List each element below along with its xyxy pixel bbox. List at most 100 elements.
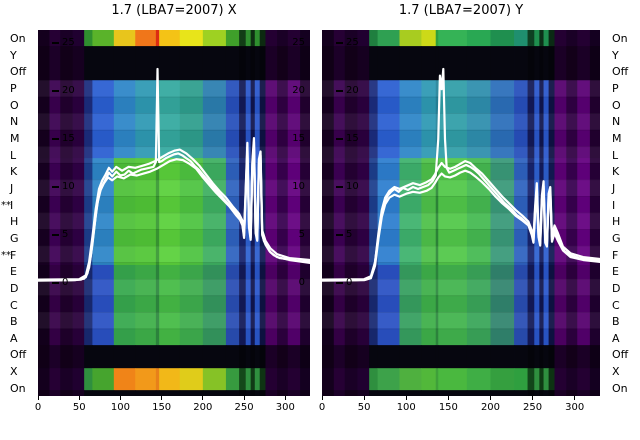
x-tick-mark bbox=[489, 396, 491, 400]
y-tick-label: 5 bbox=[346, 229, 353, 241]
row-label-h: H bbox=[1, 216, 35, 227]
x-tick-mark bbox=[119, 396, 121, 400]
row-label-text: I bbox=[612, 198, 616, 212]
x-tick-mark bbox=[405, 396, 407, 400]
heatmap-canvas-y bbox=[322, 30, 600, 396]
row-label-text: C bbox=[10, 298, 18, 312]
row-label-text: D bbox=[612, 281, 621, 295]
heatmap-panel-y: 25 25 20 20 15 15 10 10 5 5 0 0 0 50 100 150 200 250 300 bbox=[292, 30, 600, 413]
row-label-off: Off bbox=[1, 66, 35, 77]
x-tick-label: 100 bbox=[110, 402, 130, 413]
row-label-text: C bbox=[612, 298, 620, 312]
y-tick-label: 5 bbox=[62, 229, 69, 241]
row-label-m: M bbox=[612, 133, 638, 144]
y-tick-label: 15 bbox=[62, 133, 75, 145]
row-label-text: K bbox=[10, 165, 18, 179]
row-label-text: N bbox=[10, 115, 19, 129]
row-label-p: P bbox=[612, 83, 638, 94]
row-label-c: C bbox=[1, 300, 35, 311]
row-label-g: G bbox=[1, 233, 35, 244]
row-label-text: A bbox=[612, 331, 620, 345]
x-tick-mark bbox=[243, 396, 245, 400]
y-tick-label: 15 bbox=[346, 133, 359, 145]
x-tick-label: 50 bbox=[357, 402, 371, 413]
y-tick-label-outer: 15 bbox=[292, 133, 305, 145]
row-label-text: Off bbox=[612, 348, 629, 362]
row-label-text: Off bbox=[10, 348, 27, 362]
row-label-text: E bbox=[10, 265, 17, 279]
row-label-text: B bbox=[612, 315, 620, 329]
row-label-text: B bbox=[10, 315, 18, 329]
row-label-text: Off bbox=[10, 65, 27, 79]
row-label-off: Off bbox=[1, 349, 35, 360]
y-tick-mark bbox=[52, 42, 59, 45]
row-label-text: D bbox=[10, 281, 19, 295]
row-label-on: On bbox=[612, 383, 638, 394]
row-label-on: On bbox=[612, 33, 638, 44]
x-tick-label: 50 bbox=[72, 402, 86, 413]
y-tick-mark bbox=[336, 138, 343, 141]
row-label-d: D bbox=[1, 283, 35, 294]
y-tick-mark bbox=[336, 90, 343, 93]
right-row-labels: On Y Off P O N M L K J I H G F E D C B A Off X On bbox=[612, 33, 638, 394]
row-label-e: E bbox=[1, 266, 35, 277]
y-tick-label: 20 bbox=[346, 85, 359, 97]
row-label-text: F bbox=[612, 248, 619, 262]
row-label-x: X bbox=[1, 366, 35, 377]
x-tick-label: 100 bbox=[396, 402, 416, 413]
row-label-text: O bbox=[10, 98, 19, 112]
y-tick-label: 10 bbox=[346, 181, 359, 193]
x-tick-mark bbox=[284, 396, 286, 400]
row-label-b: B bbox=[612, 316, 638, 327]
row-label-k: K bbox=[612, 166, 638, 177]
x-tick-mark bbox=[532, 396, 534, 400]
row-label-h: H bbox=[612, 216, 638, 227]
y-tick-label: 25 bbox=[62, 37, 75, 49]
row-label-f: ** F bbox=[1, 250, 35, 261]
x-tick-mark bbox=[363, 396, 365, 400]
row-label-i: ** I bbox=[1, 200, 35, 211]
row-label-text: L bbox=[10, 148, 17, 162]
row-label-text: N bbox=[612, 115, 621, 129]
row-label-text: Y bbox=[10, 48, 17, 62]
y-tick-label: 25 bbox=[346, 37, 359, 49]
row-label-text: L bbox=[612, 148, 619, 162]
y-tick-mark bbox=[336, 42, 343, 45]
x-tick-mark bbox=[321, 396, 323, 400]
y-tick-label: 0 bbox=[346, 277, 353, 289]
x-tick-label: 250 bbox=[234, 402, 254, 413]
row-label-text: M bbox=[10, 131, 20, 145]
row-label-n: N bbox=[612, 116, 638, 127]
row-label-c: C bbox=[612, 300, 638, 311]
row-label-p: P bbox=[1, 83, 35, 94]
row-label-text: G bbox=[612, 231, 621, 245]
x-tick-label: 300 bbox=[565, 402, 585, 413]
x-tick-label: 0 bbox=[34, 402, 42, 413]
right-plot-title: 1.7 (LBA7=2007) Y bbox=[398, 3, 524, 18]
row-label-text: H bbox=[612, 215, 621, 229]
left-plot-title: 1.7 (LBA7=2007) X bbox=[111, 3, 237, 18]
y-tick-label-outer: 0 bbox=[298, 277, 305, 289]
row-label-b: B bbox=[1, 316, 35, 327]
row-label-i: I bbox=[612, 200, 638, 211]
row-label-text: O bbox=[612, 98, 621, 112]
row-label-on: On bbox=[1, 383, 35, 394]
x-tick-mark bbox=[78, 396, 80, 400]
row-label-text: M bbox=[612, 131, 622, 145]
x-tick-label: 200 bbox=[480, 402, 501, 413]
x-tick-mark bbox=[574, 396, 576, 400]
y-tick-label-outer: 25 bbox=[292, 37, 305, 49]
x-tick-label: 150 bbox=[152, 402, 172, 413]
row-label-text: On bbox=[612, 32, 628, 45]
row-label-g: G bbox=[612, 233, 638, 244]
y-tick-label: 0 bbox=[62, 277, 69, 289]
y-tick-mark bbox=[336, 234, 343, 237]
x-tick-label: 300 bbox=[275, 402, 295, 413]
heatmap-canvas-x bbox=[38, 30, 310, 396]
row-label-text: On bbox=[10, 381, 26, 395]
x-tick-mark bbox=[202, 396, 204, 400]
row-label-text: F bbox=[10, 248, 17, 262]
x-tick-label: 150 bbox=[438, 402, 458, 413]
row-label-text: X bbox=[612, 365, 620, 379]
row-label-text: X bbox=[10, 365, 18, 379]
